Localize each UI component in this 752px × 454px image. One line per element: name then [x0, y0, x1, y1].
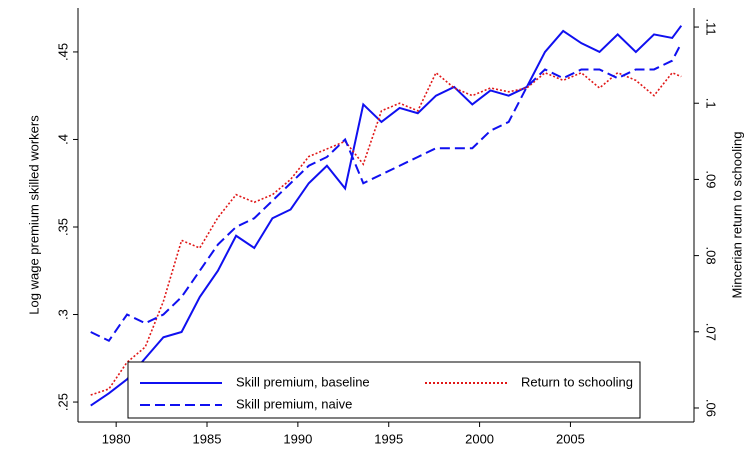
- y-tick-label: .4: [55, 134, 70, 145]
- series-line: [90, 42, 683, 343]
- x-tick-label: 1990: [283, 431, 312, 446]
- x-tick-label: 2005: [556, 431, 585, 446]
- y2-axis-title: Mincerian return to schooling: [729, 132, 744, 299]
- y2-tick-label: .06: [704, 399, 719, 417]
- y2-tick-label: .1: [704, 98, 719, 109]
- legend-label: Return to schooling: [521, 374, 633, 389]
- x-tick-label: 2000: [465, 431, 494, 446]
- y2-tick-label: .09: [704, 170, 719, 188]
- y2-tick-label: .11: [704, 18, 719, 35]
- y-tick-label: .25: [55, 393, 70, 411]
- y-tick-label: .35: [55, 218, 70, 236]
- x-tick-label: 1980: [102, 431, 131, 446]
- y-tick-label: .3: [55, 309, 70, 320]
- y2-tick-label: .08: [704, 247, 719, 265]
- legend-label: Skill premium, baseline: [236, 374, 370, 389]
- y2-tick-label: .07: [704, 323, 719, 341]
- x-tick-label: 1985: [193, 431, 222, 446]
- legend-label: Skill premium, naive: [236, 396, 352, 411]
- y-tick-label: .45: [55, 43, 70, 61]
- series-line: [90, 25, 683, 407]
- series-line: [90, 71, 682, 396]
- legend-box: [127, 361, 641, 419]
- y-axis-title: Log wage premium skilled workers: [26, 115, 41, 315]
- x-tick-label: 1995: [374, 431, 403, 446]
